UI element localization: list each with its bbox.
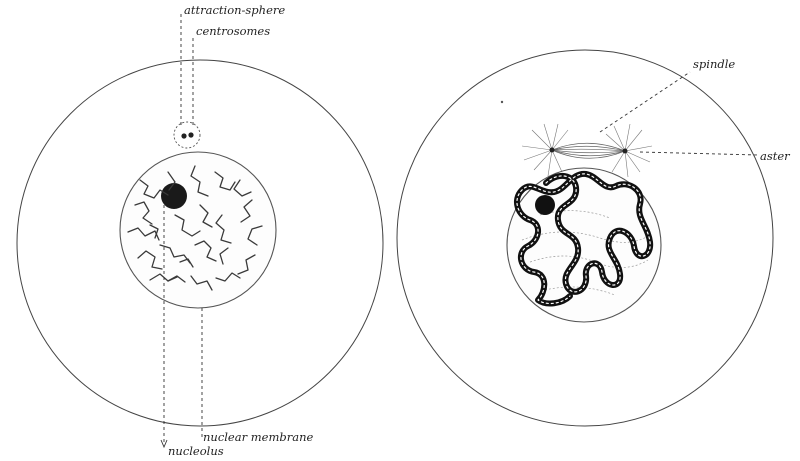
speck (500, 100, 504, 104)
nucleolus-arrow (160, 439, 168, 449)
centrosome-1 (181, 133, 187, 139)
faint-threads (521, 210, 651, 296)
label-spindle: spindle (693, 57, 735, 71)
centrosome-2 (188, 132, 194, 138)
right-cell: spindle aster (396, 49, 791, 427)
attraction-sphere-shape (173, 121, 201, 149)
right-nucleolus (535, 195, 555, 215)
chromatin-network (127, 165, 263, 291)
spindle-leader (599, 71, 691, 133)
left-nucleus (119, 151, 277, 309)
label-attraction-sphere: attraction-sphere (184, 3, 285, 17)
right-cell-membrane (396, 49, 774, 427)
aster-right (605, 123, 653, 178)
label-nucleolus: nucleolus (168, 444, 224, 458)
aster-left (521, 123, 569, 177)
aster-leader (639, 151, 759, 156)
label-aster: aster (760, 149, 791, 163)
left-cell: attraction-sphere centrosomes nucleolus … (16, 3, 384, 458)
spindle-figure (551, 142, 626, 159)
label-centrosomes: centrosomes (196, 24, 270, 38)
left-cell-membrane (16, 59, 384, 427)
label-nuclear-membrane: nuclear membrane (203, 430, 313, 444)
left-nucleolus (161, 183, 187, 209)
